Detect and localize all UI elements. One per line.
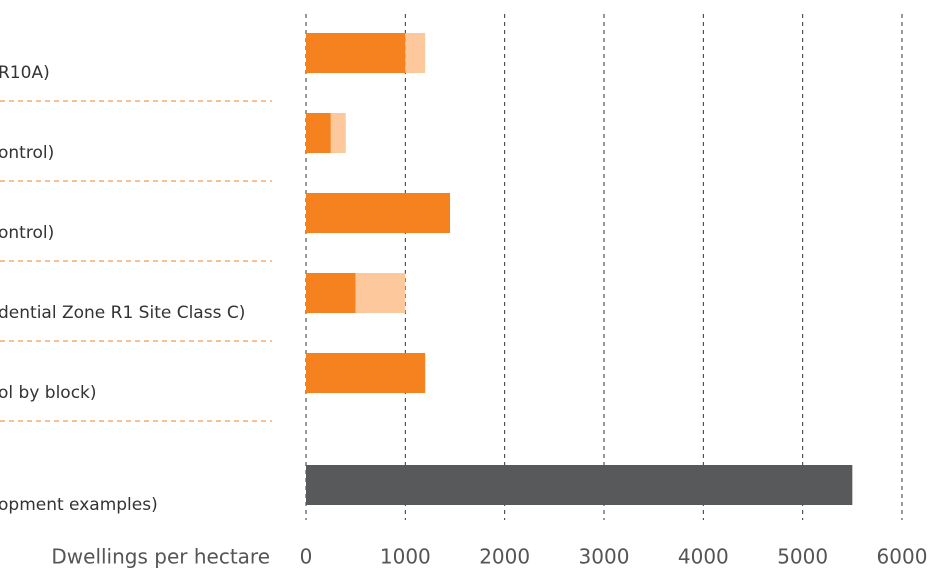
category-label: dential Zone R1 Site Class C) — [0, 303, 245, 323]
x-tick-label: 0 — [300, 545, 313, 569]
bar-segment — [330, 113, 346, 153]
x-axis-label: Dwellings per hectare — [51, 545, 270, 569]
x-tick-label: 4000 — [678, 545, 729, 569]
bar-segment — [306, 465, 853, 505]
bar-segment — [306, 113, 331, 153]
x-tick-label: 2000 — [479, 545, 530, 569]
x-tick-label: 3000 — [579, 545, 630, 569]
category-label: ontrol) — [0, 223, 54, 243]
bar-segment — [306, 33, 406, 73]
category-label: R10A) — [0, 63, 50, 83]
category-label: ol by block) — [0, 383, 97, 403]
bar-segment — [306, 193, 451, 233]
bar-segment — [355, 273, 406, 313]
category-label: opment examples) — [0, 495, 158, 515]
x-tick-label: 1000 — [380, 545, 431, 569]
x-tick-label: 6000 — [877, 545, 928, 569]
bar-segment — [306, 353, 426, 393]
bar-segment — [306, 273, 356, 313]
bar-segment — [405, 33, 426, 73]
category-label: ontrol) — [0, 143, 54, 163]
x-tick-label: 5000 — [777, 545, 828, 569]
